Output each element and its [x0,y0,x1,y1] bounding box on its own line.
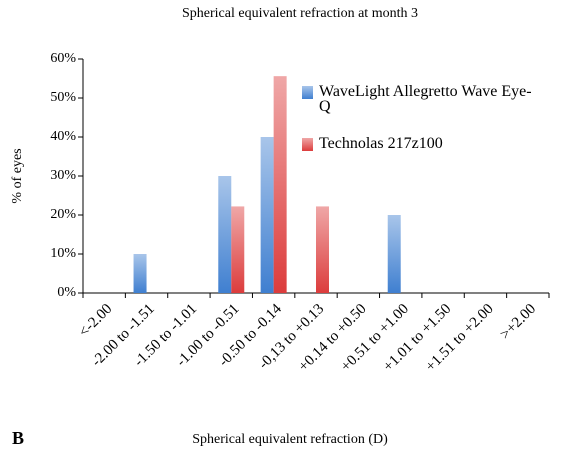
y-axis-label: % of eyes [10,148,25,203]
legend-swatch [302,138,313,151]
bar [316,206,329,293]
bar [218,176,232,293]
legend: WaveLight Allegretto Wave Eye-Q Technolas… [302,84,532,173]
y-tick-label: 20% [50,207,76,222]
panel-label: B [12,428,24,448]
y-tick-label: 50% [50,90,76,105]
x-tick-label: >+2.00 [497,301,539,343]
legend-item: Technolas 217z100 [302,135,532,152]
legend-label: WaveLight Allegretto Wave Eye-Q [319,83,532,115]
y-tick-label: 40% [50,129,76,144]
legend-item: WaveLight Allegretto Wave Eye-Q [302,83,532,115]
legend-label: Technolas 217z100 [319,135,443,152]
bar [387,215,401,293]
bar [231,206,245,293]
x-axis-label: Spherical equivalent refraction (D) [192,432,388,447]
bar [260,137,274,293]
chart-title: Spherical equivalent refraction at month… [182,6,418,21]
bar [273,76,287,293]
x-tick-label: <-2.00 [76,301,115,340]
bar [133,254,147,293]
y-tick-label: 60% [50,51,76,66]
legend-swatch [302,86,313,99]
y-tick-label: 0% [57,285,76,300]
y-tick-label: 30% [50,168,76,183]
y-tick-label: 10% [50,246,76,261]
